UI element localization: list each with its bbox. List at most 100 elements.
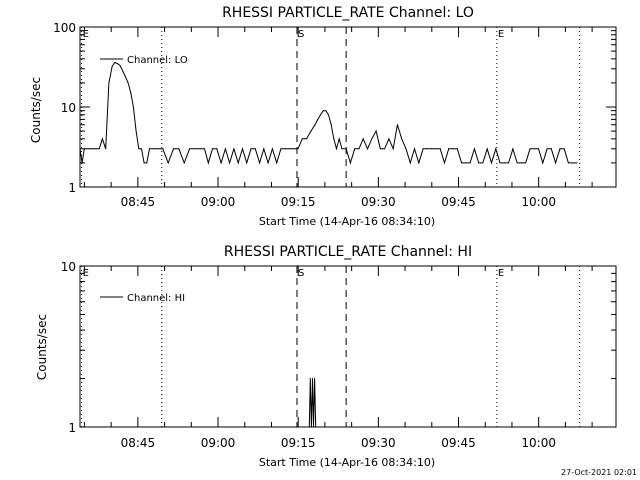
chart-lo-data-point [116, 63, 118, 64]
chart-lo-data-point [409, 162, 411, 164]
chart-lo-data-point [414, 148, 415, 150]
chart-lo-data-point [362, 138, 364, 140]
chart-lo-data-point [550, 148, 552, 150]
chart-lo-data-point [250, 148, 252, 150]
chart-lo-data-point [328, 114, 329, 116]
chart-lo-data-point [289, 148, 290, 150]
chart-hi-y-axis-label: Counts/sec [35, 314, 49, 380]
chart-lo-data-point [456, 148, 458, 150]
chart-lo-data-point [271, 148, 273, 150]
chart-lo-data-point [516, 162, 518, 164]
chart-lo-data-point [216, 148, 218, 150]
chart-lo-data-point [306, 138, 308, 140]
chart-lo-data-point [422, 148, 424, 150]
chart-lo-data-point [392, 148, 394, 150]
chart-lo-data-point [349, 162, 351, 164]
chart-lo-y-tick-label: 100 [53, 21, 76, 35]
chart-lo-data-point [473, 148, 475, 150]
chart-lo-data-point [529, 148, 531, 150]
chart-lo-data-point [204, 148, 205, 150]
chart-lo-x-tick-label: 09:30 [361, 195, 396, 209]
chart-lo-data-point [469, 162, 471, 164]
chart-lo-data-point [314, 124, 316, 126]
chart-lo-data-point [508, 162, 510, 164]
chart-lo-data-point [119, 65, 121, 66]
chart-hi-plot-frame [79, 265, 617, 428]
chart-lo-data-point [293, 148, 295, 150]
chart-lo-data-point [533, 148, 535, 150]
chart-lo-data-point [341, 148, 343, 150]
chart-lo-data-point [418, 162, 420, 164]
chart-lo-data-point [317, 118, 319, 120]
chart-lo-data-point [284, 148, 286, 150]
chart-lo-data-point [333, 138, 335, 140]
chart-lo-data-point [358, 148, 360, 150]
chart-lo-marker-label-4: E [498, 29, 504, 40]
chart-lo-data-point [538, 148, 539, 150]
chart-lo-data-point [149, 148, 150, 150]
chart-lo-data-point [224, 148, 226, 150]
chart-lo-data-point [396, 124, 398, 126]
chart-lo-data-point [322, 110, 324, 112]
chart-lo-data-point [320, 114, 321, 116]
chart-lo-x-tick-label: 08:45 [121, 195, 156, 209]
chart-lo-data-point [371, 138, 373, 140]
chart-lo-data-point [81, 162, 83, 164]
chart-lo-data-point [325, 110, 327, 112]
chart-hi-y-tick-label: 10 [61, 260, 76, 274]
chart-lo-data-point [259, 162, 261, 164]
chart-lo-data-point [127, 82, 129, 84]
chart-lo-data-point [246, 162, 248, 164]
chart-lo-data-point [486, 148, 488, 150]
chart-lo-data-point [220, 162, 222, 164]
chart-hi-x-tick-label: 10:00 [521, 436, 556, 450]
chart-lo-data-point [122, 70, 124, 72]
chart-lo-data-point [345, 148, 347, 150]
chart-lo-data-point [384, 148, 386, 150]
chart-lo-data-point [461, 162, 463, 164]
chart-lo-data-point [98, 148, 100, 150]
chart-lo-marker-label-2: S [298, 29, 304, 40]
chart-lo-data-point [310, 130, 312, 132]
chart-lo-x-axis-label: Start Time (14-Apr-16 08:34:10) [259, 215, 435, 228]
chart-lo-data-point [199, 148, 201, 150]
chart-lo-data-point [105, 148, 107, 150]
chart-lo-data-point [379, 148, 381, 150]
chart-lo-data-point [555, 162, 557, 164]
chart-lo-y-tick-label: 1 [68, 181, 76, 195]
chart-lo-data-point [85, 148, 87, 150]
chart-lo-data-point [157, 148, 158, 150]
chart-lo-data-point [354, 148, 356, 150]
chart-lo-data-point [375, 130, 377, 132]
chart-lo-data-point [189, 148, 191, 150]
chart-lo-data-point [114, 62, 116, 63]
chart-lo-data-point [159, 148, 161, 150]
chart-lo-data-point [108, 82, 110, 84]
chart-hi-data-point [309, 378, 311, 379]
chart-lo-legend-label: Channel: LO [127, 55, 188, 66]
chart-lo-data-point [141, 148, 142, 150]
chart-lo-data-point [520, 162, 522, 164]
chart-lo-data-point [503, 162, 505, 164]
chart-lo-data-point [563, 148, 565, 150]
chart-lo-data-point [143, 162, 145, 164]
chart-hi-title: RHESSI PARTICLE_RATE Channel: HI [224, 244, 472, 260]
chart-lo-data-point [130, 92, 132, 94]
chart-hi-x-axis-label: Start Time (14-Apr-16 08:34:10) [259, 456, 435, 469]
chart-hi-legend-label: Channel: HI [127, 293, 185, 304]
chart-lo-data-point [499, 162, 501, 164]
chart-hi-marker-label-2: S [298, 268, 304, 279]
chart-lo-data-point [88, 148, 90, 150]
chart-lo-data-point [207, 162, 209, 164]
chart-hi-x-tick-label: 09:15 [281, 436, 316, 450]
chart-lo-data-point [478, 162, 480, 164]
chart-hi-x-tick-label: 09:30 [361, 436, 396, 450]
chart-lo-data-point [124, 76, 126, 78]
chart-lo-data-point [576, 162, 578, 164]
chart-lo-data-point [367, 148, 368, 150]
chart-lo-data-point [135, 130, 137, 132]
chart-lo-data-point [138, 148, 140, 150]
chart-lo-data-point [276, 162, 278, 164]
chart-lo-data-point [444, 162, 445, 164]
